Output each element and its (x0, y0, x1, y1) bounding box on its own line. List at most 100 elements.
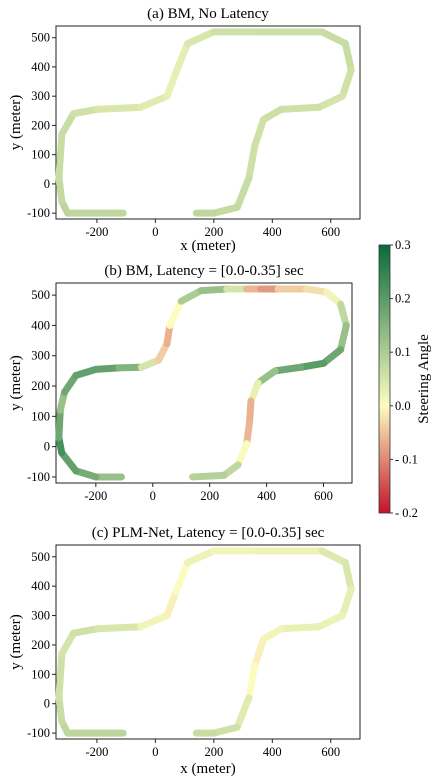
track-segment (210, 203, 241, 217)
track-segment (70, 625, 101, 637)
y-tick-label: 0 (44, 440, 50, 454)
colorbar-tick-label: 0.3 (395, 238, 411, 252)
plot-frame (55, 282, 353, 484)
y-axis-label: y (meter) (8, 95, 24, 150)
chart-title: (a) BM, No Latency (147, 6, 269, 22)
track-segment (271, 363, 305, 375)
track-segment (337, 321, 350, 354)
y-tick-label: 300 (31, 89, 50, 103)
track-segment (93, 623, 145, 633)
x-tick-label: 0 (150, 489, 156, 503)
track-segment (55, 694, 66, 725)
track-segment (251, 116, 268, 150)
track-segment (184, 28, 218, 48)
track-segment (320, 346, 345, 367)
track-segment (93, 103, 145, 113)
x-tick-label: -200 (85, 745, 108, 759)
track-segment (338, 66, 355, 100)
track-series (55, 28, 355, 217)
track-segment (297, 359, 328, 371)
x-tick-label: 600 (321, 225, 340, 239)
track-segment (163, 69, 180, 100)
track-segment (115, 363, 145, 372)
track-segment (246, 397, 255, 426)
track-segment (172, 559, 192, 596)
y-tick-label: 500 (31, 288, 50, 302)
chart-panel-2: (b) BM, Latency = [0.0-0.35] sec -200 0 200… (8, 263, 353, 503)
track-segment (197, 285, 231, 295)
y-tick-label: 100 (31, 409, 50, 423)
track-series (55, 285, 350, 481)
track-segment (318, 547, 349, 567)
x-tick-label: 200 (204, 225, 223, 239)
track-segment (277, 623, 323, 633)
y-tick-label: 200 (31, 379, 50, 393)
colorbar: 0.3 0.2 0.1 0.0 - 0.1 - 0.2 Steering Angle (378, 238, 432, 520)
track-segment (55, 406, 64, 442)
x-tick-label: 600 (314, 489, 333, 503)
track-segment (341, 559, 355, 593)
track-segment (210, 723, 241, 737)
track-segment (137, 92, 171, 111)
colorbar-tick-label: 0.2 (395, 292, 411, 306)
x-tick-label: -200 (84, 489, 107, 503)
colorbar-tick-label: - 0.2 (395, 506, 418, 520)
y-tick-label: 400 (31, 579, 50, 593)
chart-panel-3: (c) PLM-Net, Latency = [0.0-0.35] sec -20… (8, 525, 361, 777)
track-segment (177, 287, 205, 305)
x-tick-label: 0 (152, 225, 158, 239)
track-segment (70, 105, 101, 118)
track-segment (245, 142, 259, 182)
track-segment (166, 297, 185, 329)
x-tick-label: 600 (321, 745, 340, 759)
y-tick-label: 100 (31, 148, 50, 162)
track-segment (243, 418, 254, 448)
track-segment (315, 92, 346, 111)
track-segment (337, 300, 350, 329)
track-segment (172, 40, 192, 77)
y-tick-label: 0 (44, 177, 50, 191)
y-tick-label: 500 (31, 31, 50, 45)
y-tick-label: 300 (31, 349, 50, 363)
track-segment (58, 629, 78, 658)
y-tick-label: 100 (31, 667, 50, 681)
colorbar-label: Steering Angle (416, 334, 432, 424)
x-tick-label: -200 (85, 225, 108, 239)
track-segment (233, 694, 253, 731)
track-segment (233, 174, 253, 211)
y-tick-label: 0 (44, 697, 50, 711)
x-axis-label: x (meter) (180, 761, 235, 777)
x-axis-label: x (meter) (180, 238, 235, 254)
x-tick-label: 200 (204, 745, 223, 759)
y-axis-label: y (meter) (8, 355, 24, 410)
chart-title: (c) PLM-Net, Latency = [0.0-0.35] sec (92, 525, 325, 541)
y-tick-label: 400 (31, 60, 50, 74)
track-segment (234, 440, 251, 469)
track-segment (58, 449, 80, 475)
x-tick-label: 400 (263, 745, 282, 759)
track-segment (92, 364, 123, 373)
chart-title: (b) BM, Latency = [0.0-0.35] sec (104, 263, 304, 279)
plot-frame (55, 544, 361, 740)
track-segment (341, 40, 355, 74)
y-tick-label: 500 (31, 550, 50, 564)
y-tick-label: -100 (27, 206, 50, 220)
track-segment (318, 28, 349, 48)
x-tick-label: 200 (200, 489, 219, 503)
y-tick-label: -100 (27, 726, 50, 740)
track-segment (277, 103, 323, 113)
y-axis-label: y (meter) (8, 614, 24, 669)
track-segment (55, 130, 66, 182)
x-tick-label: 400 (257, 489, 276, 503)
track-segment (338, 585, 355, 620)
track-segment (189, 471, 228, 481)
y-tick-label: 400 (31, 318, 50, 332)
track-segment (163, 588, 180, 620)
track-segment (55, 174, 66, 205)
track-segment (245, 662, 259, 702)
track-segment (137, 612, 171, 631)
x-tick-label: 400 (263, 225, 282, 239)
track-segment (184, 547, 218, 567)
track-segment (55, 650, 66, 702)
